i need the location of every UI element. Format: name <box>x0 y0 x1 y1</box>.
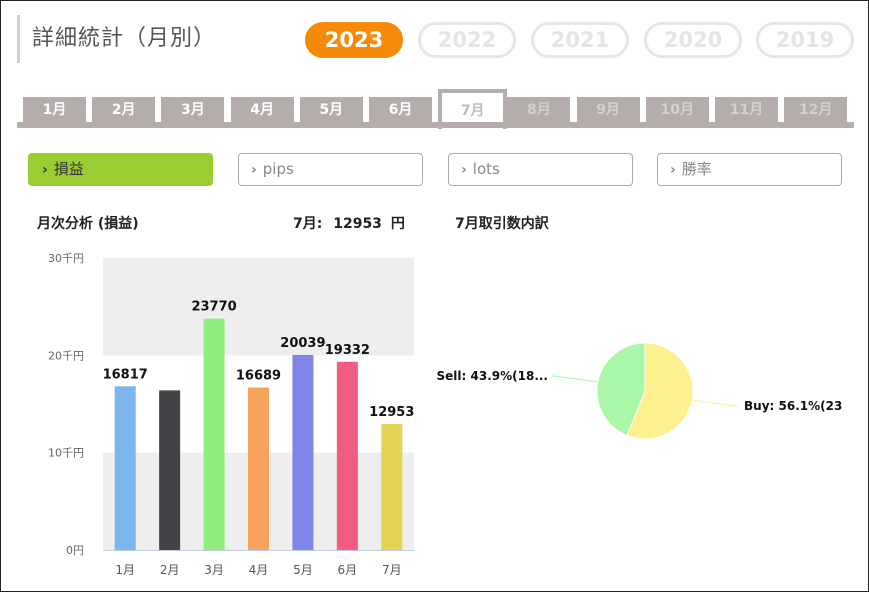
summary-unit: 円 <box>390 216 405 232</box>
pie-chart-title: 7月取引数内訳 <box>455 216 549 232</box>
metric-button-pips[interactable]: › pips <box>238 153 423 186</box>
bar-data-label: 12953 <box>369 405 414 420</box>
bar-data-label: 23770 <box>191 300 236 315</box>
year-button-2020[interactable]: 2020 <box>644 22 742 58</box>
monthly-bar-chart: 0円 10千円 20千円 30千円 16817 1月 2月 23770 3月 16689 4月 200… <box>48 252 414 577</box>
x-tick-label: 1月 <box>115 563 135 577</box>
metric-button-profit[interactable]: › 損益 <box>28 153 213 186</box>
bar-6 <box>336 361 358 550</box>
tab-bar-underline <box>17 122 854 128</box>
chevron-right-icon: › <box>670 162 676 178</box>
plot-band <box>103 258 414 356</box>
chevron-right-icon: › <box>251 162 257 178</box>
month-tab-4[interactable]: 4月 <box>230 97 294 123</box>
year-button-2019[interactable]: 2019 <box>756 22 854 58</box>
metric-label: lots <box>472 160 500 178</box>
chevron-right-icon: › <box>461 162 467 178</box>
month-tab-9[interactable]: 9月 <box>576 97 640 123</box>
y-tick-label: 30千円 <box>48 252 84 265</box>
page-title: 詳細統計（月別） <box>32 26 217 51</box>
x-tick-label: 4月 <box>249 563 269 577</box>
bar-data-label: 19332 <box>325 343 370 358</box>
month-tab-5[interactable]: 5月 <box>299 97 363 123</box>
bar-data-label: 16817 <box>103 367 148 382</box>
x-tick-label: 6月 <box>338 563 358 577</box>
bar-3 <box>203 318 225 550</box>
x-tick-label: 7月 <box>382 563 402 577</box>
y-tick-label: 10千円 <box>48 447 84 460</box>
year-button-2021[interactable]: 2021 <box>531 22 629 58</box>
month-tab-12[interactable]: 12月 <box>784 97 848 123</box>
bar-2 <box>159 390 181 550</box>
pie-data-label: Buy: 56.1%(23 <box>744 399 842 413</box>
pie-connector <box>551 375 598 383</box>
month-tab-8[interactable]: 8月 <box>507 97 571 123</box>
metric-label: pips <box>262 160 294 178</box>
bar-7 <box>381 423 403 550</box>
metric-label: 損益 <box>53 160 84 178</box>
month-tab-10[interactable]: 10月 <box>645 97 709 123</box>
title-container: 詳細統計（月別） <box>17 15 216 63</box>
x-tick-label: 3月 <box>204 563 224 577</box>
year-button-2022[interactable]: 2022 <box>418 22 516 58</box>
y-tick-label: 20千円 <box>48 349 84 362</box>
pie-slice-sell <box>596 342 646 437</box>
pie-data-label: Sell: 43.9%(18... <box>437 369 548 383</box>
bar-data-label: 16689 <box>236 369 281 384</box>
metric-label: 勝率 <box>681 160 712 178</box>
month-tab-11[interactable]: 11月 <box>715 97 778 123</box>
x-tick-label: 5月 <box>293 563 313 577</box>
bar-4 <box>248 387 269 550</box>
bar-1 <box>114 386 136 550</box>
month-tab-3[interactable]: 3月 <box>161 97 225 123</box>
bar-5 <box>292 354 314 550</box>
bar-data-label: 20039 <box>280 336 325 351</box>
summary-value: 12953 <box>333 216 382 232</box>
summary-month: 7月: <box>293 216 323 232</box>
pie-connector <box>692 399 739 407</box>
metric-button-winrate[interactable]: › 勝率 <box>657 153 842 186</box>
y-tick-label: 0円 <box>66 544 84 557</box>
x-tick-label: 2月 <box>160 563 180 577</box>
chevron-right-icon: › <box>42 162 48 178</box>
year-button-2023[interactable]: 2023 <box>305 22 403 58</box>
trade-pie-chart: Buy: 56.1%(23 Sell: 43.9%(18... <box>437 342 842 440</box>
month-tab-2[interactable]: 2月 <box>92 97 156 123</box>
monthly-summary: 7月: 12953 円 <box>293 213 405 233</box>
metric-button-lots[interactable]: › lots <box>448 153 633 186</box>
monthly-chart-title: 月次分析 (損益) <box>37 216 139 232</box>
month-tab-1[interactable]: 1月 <box>23 97 86 123</box>
month-tab-6[interactable]: 6月 <box>369 97 432 123</box>
